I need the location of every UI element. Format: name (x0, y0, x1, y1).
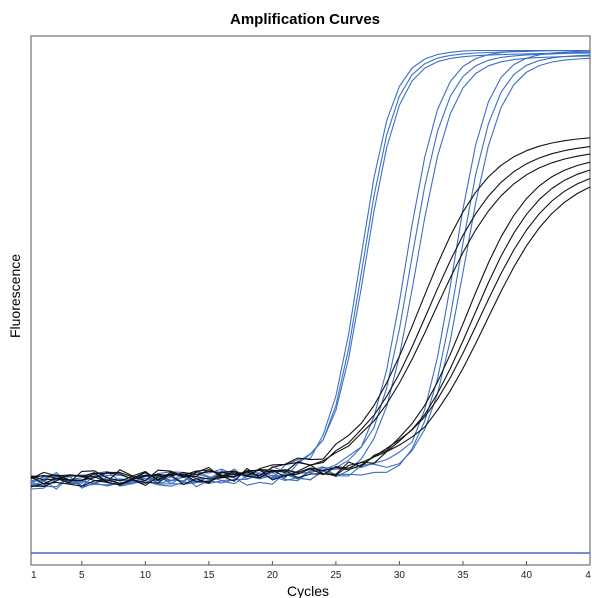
series-line-black (30, 177, 591, 484)
x-axis-title: Cycles (287, 583, 329, 598)
plot-area (30, 35, 591, 566)
x-tick-label: 4 (585, 570, 591, 581)
series-layer (30, 49, 591, 490)
series-line-black (30, 169, 591, 488)
series-line-blue (30, 49, 590, 488)
y-axis-title: Fluorescence (7, 254, 23, 338)
x-tick-label: 35 (457, 570, 469, 581)
x-tick-label: 40 (521, 570, 533, 581)
series-line-black (30, 186, 591, 487)
series-line-black (30, 137, 591, 481)
x-tick-label: 15 (203, 570, 215, 581)
x-tick-layer: 1 5 10 15 20 25 30 35 40 4 (30, 561, 591, 581)
chart-title: Amplification Curves (230, 11, 380, 28)
x-tick-label: 20 (267, 570, 279, 581)
x-tick-label: 1 (31, 570, 37, 581)
series-line-blue (30, 57, 591, 487)
x-tick-label: 30 (394, 570, 406, 581)
x-tick-label: 25 (330, 570, 342, 581)
x-tick-label: 10 (140, 570, 152, 581)
x-tick-label: 5 (79, 570, 85, 581)
